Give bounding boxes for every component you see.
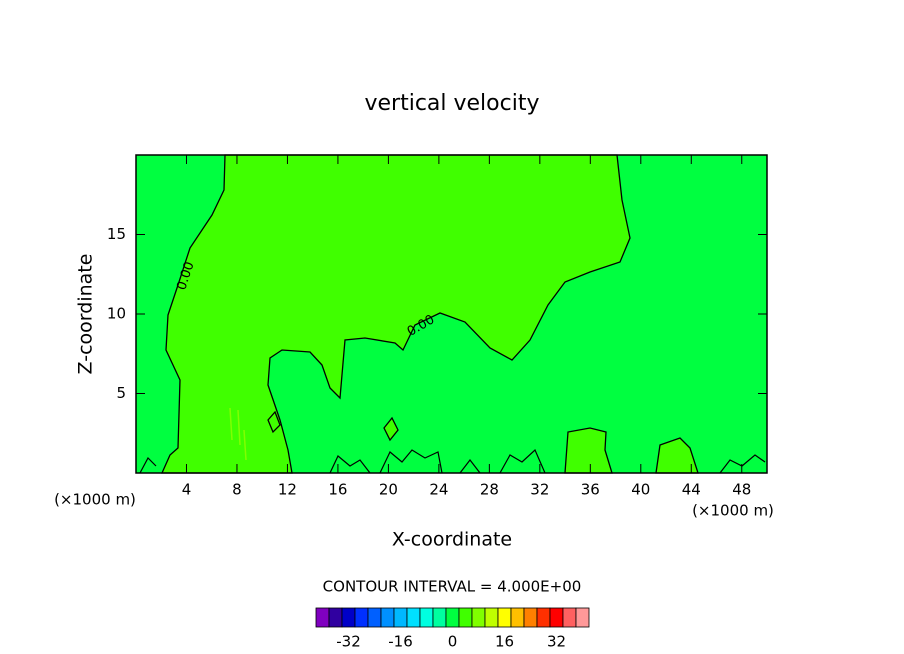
colorbar-swatch (406, 607, 421, 628)
colorbar-swatch (419, 607, 434, 628)
y-axis-label: Z-coordinate (75, 254, 97, 375)
colorbar-swatch (458, 607, 473, 628)
contour-line (139, 448, 766, 474)
x-tick-label: 8 (232, 481, 242, 499)
colorbar-tick-label: 0 (448, 633, 458, 651)
x-tick-label: 24 (429, 481, 448, 499)
colorbar-swatch (549, 607, 564, 628)
x-tick-label: 32 (530, 481, 549, 499)
y-unit: (×1000 m) (54, 491, 136, 509)
x-tick-label: 44 (682, 481, 701, 499)
colorbar-swatch (367, 607, 382, 628)
y-tick-label: 10 (107, 305, 126, 323)
colorbar-swatch (328, 607, 343, 628)
colorbar-tick-label: 16 (495, 633, 514, 651)
y-tick-label: 5 (116, 384, 126, 402)
colorbar-tick-label: -32 (336, 633, 361, 651)
colorbar-swatch (393, 607, 408, 628)
x-tick-label: 40 (631, 481, 650, 499)
colorbar-swatch (484, 607, 499, 628)
colorbar-swatch (315, 607, 330, 628)
x-tick-label: 36 (581, 481, 600, 499)
colorbar-swatch (354, 607, 369, 628)
colorbar-tick-label: 32 (547, 633, 566, 651)
x-tick-label: 16 (328, 481, 347, 499)
positive-region (160, 154, 699, 474)
colorbar-swatch (432, 607, 447, 628)
chart-title: vertical velocity (364, 91, 539, 116)
colorbar-swatch (523, 607, 538, 628)
colorbar-swatch (562, 607, 577, 628)
x-tick-label: 48 (732, 481, 751, 499)
y-tick-label: 15 (107, 225, 126, 243)
colorbar-swatch (380, 607, 395, 628)
x-tick-label: 12 (278, 481, 297, 499)
x-unit: (×1000 m) (692, 502, 774, 520)
colorbar-swatch (575, 607, 590, 628)
colorbar-tick-label: -16 (388, 633, 413, 651)
x-tick-label: 28 (480, 481, 499, 499)
x-tick-label: 4 (182, 481, 192, 499)
colorbar-swatch (510, 607, 525, 628)
colorbar-swatch (471, 607, 486, 628)
contour-line (229, 407, 247, 461)
colorbar-swatch (445, 607, 460, 628)
x-axis-label: X-coordinate (392, 529, 512, 551)
colorbar-swatch (341, 607, 356, 628)
colorbar-swatch (497, 607, 512, 628)
contour-interval: CONTOUR INTERVAL = 4.000E+00 (323, 578, 582, 596)
colorbar-swatch (536, 607, 551, 628)
x-tick-label: 20 (379, 481, 398, 499)
